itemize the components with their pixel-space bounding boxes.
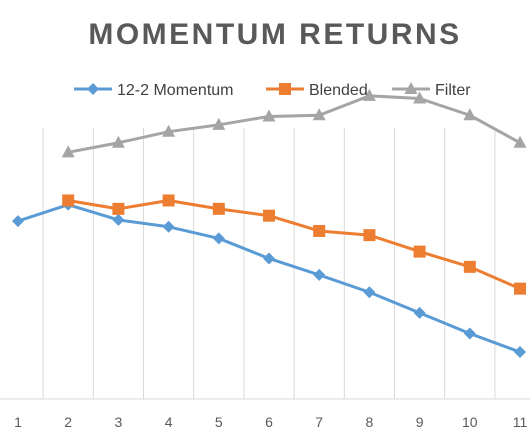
data-point [362, 88, 376, 101]
series-group [12, 88, 527, 359]
legend-label: 12-2 Momentum [117, 82, 234, 99]
data-point [363, 286, 376, 299]
data-point [112, 213, 125, 226]
x-tick-label: 8 [366, 414, 374, 430]
x-tick-label: 6 [265, 414, 273, 430]
series-line [67, 198, 521, 291]
chart-title: MOMENTUM RETURNS [88, 18, 462, 51]
data-point [162, 220, 175, 233]
data-point [463, 260, 476, 273]
data-point [61, 145, 75, 158]
legend-label: Filter [435, 82, 471, 99]
data-point [12, 215, 24, 228]
legend-label: Blended [309, 82, 368, 99]
data-point [62, 194, 75, 207]
data-point [263, 252, 275, 265]
data-point [313, 268, 326, 281]
x-tick-labels: 1 2 3 4 5 6 7 8 9 10 11 [14, 414, 527, 430]
data-point [413, 91, 427, 104]
data-point [312, 108, 326, 121]
data-point [514, 282, 526, 295]
legend-item-1: Blended [266, 82, 368, 99]
legend-marker [404, 82, 418, 94]
x-tick-label: 2 [64, 414, 72, 430]
x-tick-label: 3 [115, 414, 123, 430]
data-point [513, 135, 527, 148]
x-tick-label: 1 [14, 414, 22, 430]
data-point [463, 108, 477, 121]
x-tick-label: 11 [513, 414, 528, 430]
data-point [162, 194, 175, 207]
legend-item-0: 12-2 Momentum [74, 82, 234, 99]
data-point [413, 245, 426, 258]
series-0 [12, 198, 526, 359]
data-point [162, 124, 176, 137]
x-tick-label: 9 [416, 414, 424, 430]
data-point [111, 135, 125, 148]
legend-item-2: Filter [392, 82, 471, 99]
series-2 [61, 88, 527, 158]
data-point [262, 109, 276, 122]
grid [42, 128, 496, 399]
data-point [363, 229, 376, 242]
x-tick-label: 7 [315, 414, 323, 430]
data-point [413, 306, 426, 319]
data-point [514, 346, 526, 359]
data-point [313, 224, 326, 237]
series-1 [62, 194, 526, 295]
data-point [463, 327, 476, 340]
x-tick-label: 5 [215, 414, 223, 430]
legend: 12-2 Momentum Blended Filter [74, 82, 471, 99]
legend-marker [279, 83, 291, 95]
data-point [112, 202, 125, 215]
data-point [212, 117, 226, 130]
data-point [263, 209, 275, 222]
series-line [67, 94, 521, 154]
x-tick-label: 4 [165, 414, 173, 430]
legend-marker [87, 83, 99, 95]
x-tick-label: 10 [462, 414, 478, 430]
data-point [212, 232, 225, 245]
data-point [212, 202, 225, 215]
